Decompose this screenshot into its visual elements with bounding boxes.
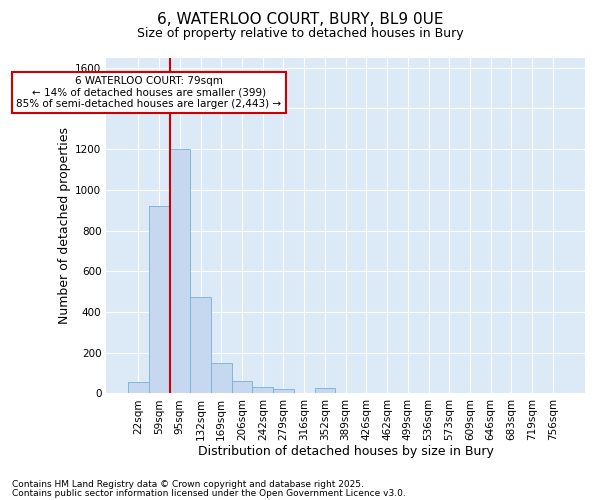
Bar [128, 382, 149, 394]
X-axis label: Distribution of detached houses by size in Bury: Distribution of detached houses by size … [198, 444, 494, 458]
Bar [211, 363, 232, 394]
Text: Size of property relative to detached houses in Bury: Size of property relative to detached ho… [137, 28, 463, 40]
Bar [190, 296, 211, 394]
Bar [149, 206, 170, 394]
Bar [314, 388, 335, 394]
Text: Contains public sector information licensed under the Open Government Licence v3: Contains public sector information licen… [12, 489, 406, 498]
Text: Contains HM Land Registry data © Crown copyright and database right 2025.: Contains HM Land Registry data © Crown c… [12, 480, 364, 489]
Y-axis label: Number of detached properties: Number of detached properties [58, 127, 71, 324]
Text: 6, WATERLOO COURT, BURY, BL9 0UE: 6, WATERLOO COURT, BURY, BL9 0UE [157, 12, 443, 28]
Text: 6 WATERLOO COURT: 79sqm
← 14% of detached houses are smaller (399)
85% of semi-d: 6 WATERLOO COURT: 79sqm ← 14% of detache… [16, 76, 281, 109]
Bar [232, 381, 253, 394]
Bar [253, 387, 273, 394]
Bar [273, 390, 294, 394]
Bar [170, 149, 190, 394]
